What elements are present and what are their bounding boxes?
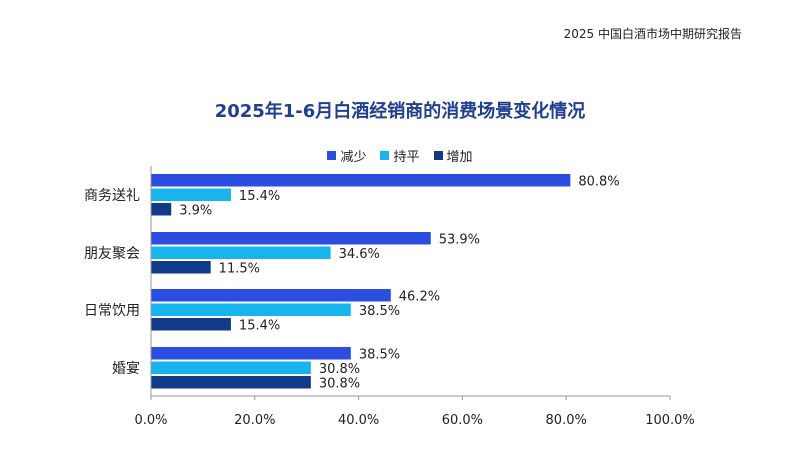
bar-3-4 (151, 376, 311, 389)
chart-legend: 减少 持平 增加 (0, 146, 800, 165)
data-label-2-3: 38.5% (359, 304, 400, 319)
bar-2-4 (151, 361, 311, 374)
legend-label-flat: 持平 (393, 150, 420, 165)
x-tick-label-6: 100.0% (645, 413, 695, 428)
data-label-1-2: 53.9% (439, 232, 480, 247)
bar-1-1 (151, 174, 571, 187)
x-tick-label-2: 20.0% (234, 413, 275, 428)
x-tick-label-1: 0.0% (134, 413, 167, 428)
category-label-2: 朋友聚会 (84, 246, 140, 262)
legend-item-increase: 增加 (433, 146, 473, 165)
category-label-4: 婚宴 (112, 360, 140, 377)
bar-2-1 (151, 188, 231, 201)
data-label-3-3: 15.4% (239, 318, 280, 333)
bar-1-2 (151, 232, 431, 245)
data-label-1-4: 38.5% (359, 347, 400, 362)
data-label-2-2: 34.6% (339, 247, 380, 262)
data-label-3-1: 3.9% (179, 203, 212, 218)
data-label-3-2: 11.5% (219, 261, 260, 276)
legend-item-flat: 持平 (380, 146, 420, 165)
x-tick-label-3: 40.0% (338, 413, 379, 428)
bar-3-3 (151, 318, 231, 331)
bar-3-1 (151, 203, 172, 216)
chart-title: 2025年1-6月白酒经销商的消费场景变化情况 (214, 101, 586, 122)
plot-area: 80.8% 15.4% 3.9% 商务送礼 53.9% 34.6% 11.5% 朋友聚会 46.… (84, 166, 695, 428)
bar-1-3 (151, 289, 391, 302)
data-label-1-1: 80.8% (578, 174, 619, 189)
x-tick-label-4: 60.0% (442, 413, 483, 428)
legend-item-decrease: 减少 (327, 146, 366, 165)
category-label-3: 日常饮用 (84, 303, 140, 319)
bar-3-2 (151, 261, 211, 274)
category-label-1: 商务送礼 (84, 188, 140, 204)
legend-swatch-decrease (327, 151, 337, 160)
bar-2-3 (151, 303, 351, 316)
data-label-2-1: 15.4% (239, 189, 280, 204)
data-label-1-3: 46.2% (399, 289, 440, 304)
data-label-3-4: 30.8% (319, 376, 360, 391)
bar-1-4 (151, 347, 351, 360)
report-header-title: 2025 中国白酒市场中期研究报告 (563, 27, 742, 41)
x-tick-label-5: 80.0% (546, 413, 587, 428)
legend-label-increase: 增加 (446, 150, 473, 165)
legend-swatch-increase (433, 151, 443, 160)
legend-label-decrease: 减少 (340, 150, 367, 165)
data-label-2-4: 30.8% (319, 362, 360, 377)
bar-2-2 (151, 246, 331, 259)
legend-swatch-flat (380, 151, 390, 160)
